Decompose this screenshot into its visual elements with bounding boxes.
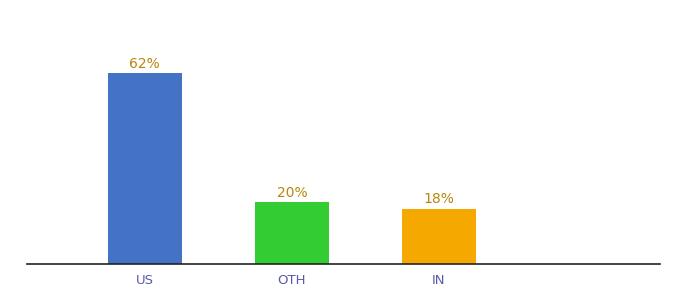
Bar [403, 208, 476, 264]
Text: 62%: 62% [129, 57, 160, 71]
Text: 18%: 18% [424, 192, 454, 206]
Bar [255, 202, 328, 264]
Text: 20%: 20% [277, 186, 307, 200]
Bar [108, 73, 182, 264]
